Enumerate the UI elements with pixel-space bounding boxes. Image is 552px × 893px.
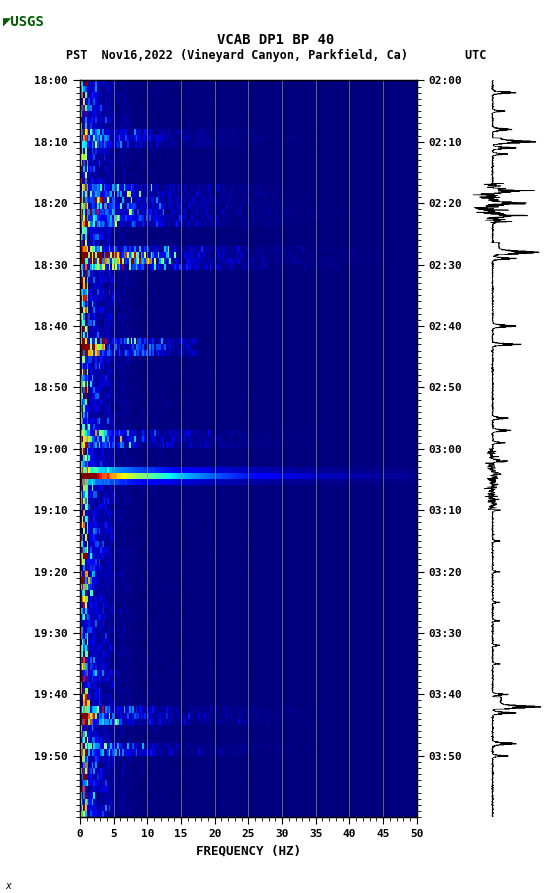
Text: VCAB DP1 BP 40: VCAB DP1 BP 40 bbox=[217, 33, 335, 47]
X-axis label: FREQUENCY (HZ): FREQUENCY (HZ) bbox=[196, 845, 301, 857]
Text: PST  Nov16,2022 (Vineyard Canyon, Parkfield, Ca)        UTC: PST Nov16,2022 (Vineyard Canyon, Parkfie… bbox=[66, 49, 486, 63]
Text: x: x bbox=[6, 880, 11, 890]
Text: ◤USGS: ◤USGS bbox=[3, 14, 45, 29]
